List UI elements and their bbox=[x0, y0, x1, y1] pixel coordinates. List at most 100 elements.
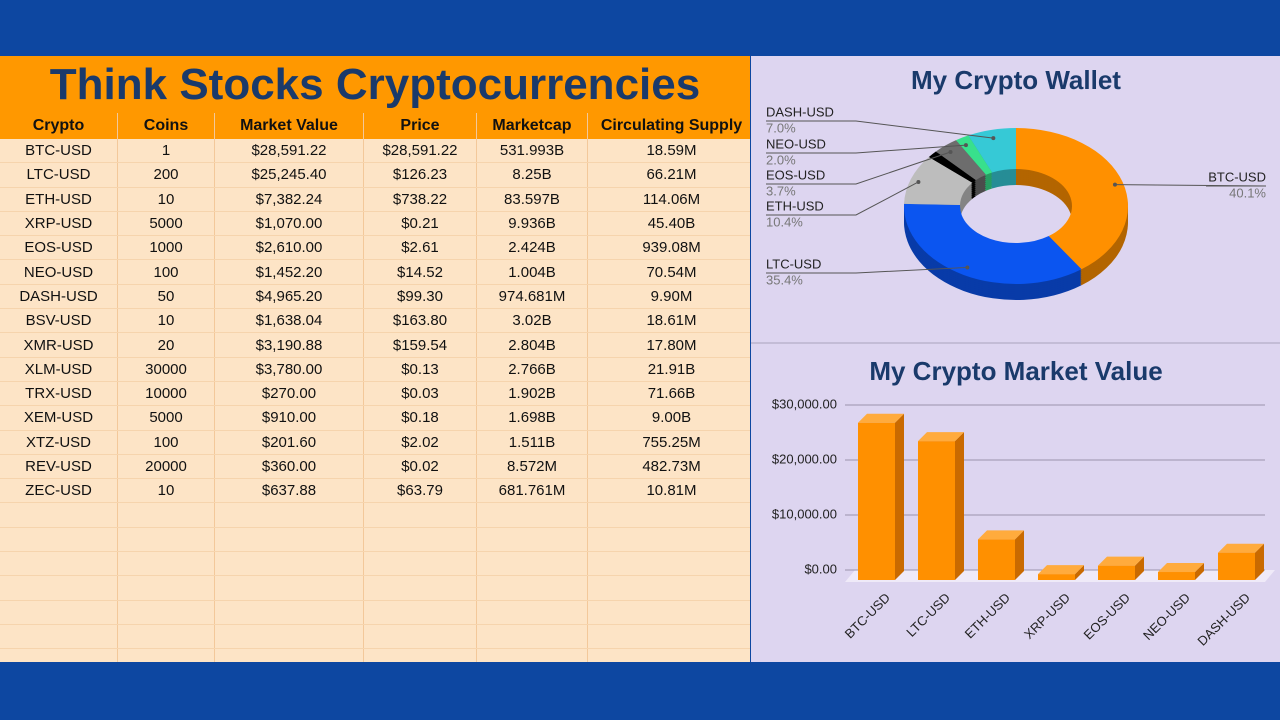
empty-cell bbox=[117, 624, 215, 650]
cell: $1,070.00 bbox=[214, 211, 364, 237]
cell: BTC-USD bbox=[0, 139, 118, 164]
empty-row bbox=[0, 600, 750, 625]
empty-cell bbox=[587, 648, 750, 662]
leader-dot bbox=[991, 136, 996, 141]
empty-cell bbox=[587, 575, 750, 601]
cell: $1,452.20 bbox=[214, 259, 364, 285]
empty-cell bbox=[0, 648, 118, 662]
cell: $0.18 bbox=[363, 405, 477, 431]
cell: 1.511B bbox=[476, 430, 588, 455]
cell: 100 bbox=[117, 259, 215, 285]
cell: 2.804B bbox=[476, 332, 588, 358]
empty-cell bbox=[587, 502, 750, 528]
cell: 1.698B bbox=[476, 405, 588, 431]
cell: $2.02 bbox=[363, 430, 477, 455]
y-tick-label: $20,000.00 bbox=[772, 451, 837, 466]
x-tick-label: ETH-USD bbox=[962, 590, 1013, 641]
table-row: REV-USD 20000 $360.00 $0.02 8.572M 482.73M bbox=[0, 454, 750, 480]
column-header: Marketcap bbox=[476, 113, 588, 139]
leader-line bbox=[766, 151, 951, 185]
bar-top bbox=[1218, 543, 1264, 553]
cell: $0.02 bbox=[363, 454, 477, 480]
cell: $0.21 bbox=[363, 211, 477, 237]
table-row: XTZ-USD 100 $201.60 $2.02 1.511B 755.25M bbox=[0, 430, 750, 455]
empty-cell bbox=[0, 600, 118, 625]
cell: ETH-USD bbox=[0, 187, 118, 212]
leader-line bbox=[766, 144, 966, 154]
slice bbox=[904, 203, 1082, 284]
slice-label: EOS-USD bbox=[766, 167, 825, 182]
bar bbox=[1158, 572, 1195, 580]
cell: LTC-USD bbox=[0, 162, 118, 188]
bar-top bbox=[1038, 565, 1084, 575]
empty-cell bbox=[214, 551, 364, 577]
empty-row bbox=[0, 624, 750, 650]
cell: 18.61M bbox=[587, 308, 750, 334]
cell: 21.91B bbox=[587, 357, 750, 382]
slice-label: DASH-USD bbox=[766, 104, 834, 119]
charts-panel: My Crypto Wallet BTC-USD 40.1% LTC-USD 35.4%… bbox=[751, 56, 1280, 662]
empty-cell bbox=[476, 600, 588, 625]
slice bbox=[935, 140, 987, 181]
slice bbox=[1016, 128, 1128, 270]
empty-cell bbox=[0, 624, 118, 650]
cell: $7,382.24 bbox=[214, 187, 364, 212]
cell: 8.572M bbox=[476, 454, 588, 480]
leader-line bbox=[766, 120, 994, 139]
table-row: LTC-USD 200 $25,245.40 $126.23 8.25B 66.21M bbox=[0, 162, 750, 188]
x-tick-label: LTC-USD bbox=[903, 590, 953, 640]
empty-cell bbox=[0, 551, 118, 577]
data-table: Crypto Coins Market Value Price Marketcap Cir… bbox=[0, 113, 750, 662]
cell: 9.00B bbox=[587, 405, 750, 431]
cell: $910.00 bbox=[214, 405, 364, 431]
cell: 681.761M bbox=[476, 478, 588, 504]
cell: 66.21M bbox=[587, 162, 750, 188]
slice-value: 10.4% bbox=[766, 214, 803, 229]
chart-title: My Crypto Wallet bbox=[911, 65, 1121, 95]
table-row: XEM-USD 5000 $910.00 $0.18 1.698B 9.00B bbox=[0, 405, 750, 431]
y-tick-label: $30,000.00 bbox=[772, 396, 837, 411]
empty-row bbox=[0, 527, 750, 553]
cell: NEO-USD bbox=[0, 259, 118, 285]
cell: DASH-USD bbox=[0, 284, 118, 310]
bar-side bbox=[895, 413, 904, 580]
empty-cell bbox=[476, 624, 588, 650]
cell: REV-USD bbox=[0, 454, 118, 480]
cell: $270.00 bbox=[214, 381, 364, 407]
cell: $0.13 bbox=[363, 357, 477, 382]
cell: 9.90M bbox=[587, 284, 750, 310]
cell: 482.73M bbox=[587, 454, 750, 480]
slice-value: 7.0% bbox=[766, 120, 796, 135]
bar-top bbox=[858, 413, 904, 423]
empty-row bbox=[0, 648, 750, 662]
cell: TRX-USD bbox=[0, 381, 118, 407]
empty-cell bbox=[214, 527, 364, 553]
cell: 5000 bbox=[117, 405, 215, 431]
cell: $2.61 bbox=[363, 235, 477, 261]
table-row: BSV-USD 10 $1,638.04 $163.80 3.02B 18.61M bbox=[0, 308, 750, 334]
cell: XLM-USD bbox=[0, 357, 118, 382]
table-row: EOS-USD 1000 $2,610.00 $2.61 2.424B 939.08M bbox=[0, 235, 750, 261]
cell: 45.40B bbox=[587, 211, 750, 237]
x-tick-label: BTC-USD bbox=[842, 590, 893, 641]
empty-cell bbox=[117, 551, 215, 577]
leader-line bbox=[766, 266, 968, 274]
column-header: Circulating Supply bbox=[587, 113, 750, 139]
empty-cell bbox=[476, 575, 588, 601]
column-header: Market Value bbox=[214, 113, 364, 139]
slice-value: 35.4% bbox=[766, 272, 803, 287]
slice bbox=[968, 128, 1016, 173]
cell: 50 bbox=[117, 284, 215, 310]
cell: $4,965.20 bbox=[214, 284, 364, 310]
empty-cell bbox=[476, 551, 588, 577]
slice-label: ETH-USD bbox=[766, 198, 824, 213]
bar-top bbox=[978, 530, 1024, 540]
x-tick-label: NEO-USD bbox=[1140, 590, 1193, 643]
empty-cell bbox=[117, 600, 215, 625]
cell: $28,591.22 bbox=[214, 139, 364, 164]
cell: $28,591.22 bbox=[363, 139, 477, 164]
slice-value: 3.7% bbox=[766, 183, 796, 198]
bar-top bbox=[1098, 556, 1144, 566]
slice-label: LTC-USD bbox=[766, 256, 821, 271]
cell: 83.597B bbox=[476, 187, 588, 212]
